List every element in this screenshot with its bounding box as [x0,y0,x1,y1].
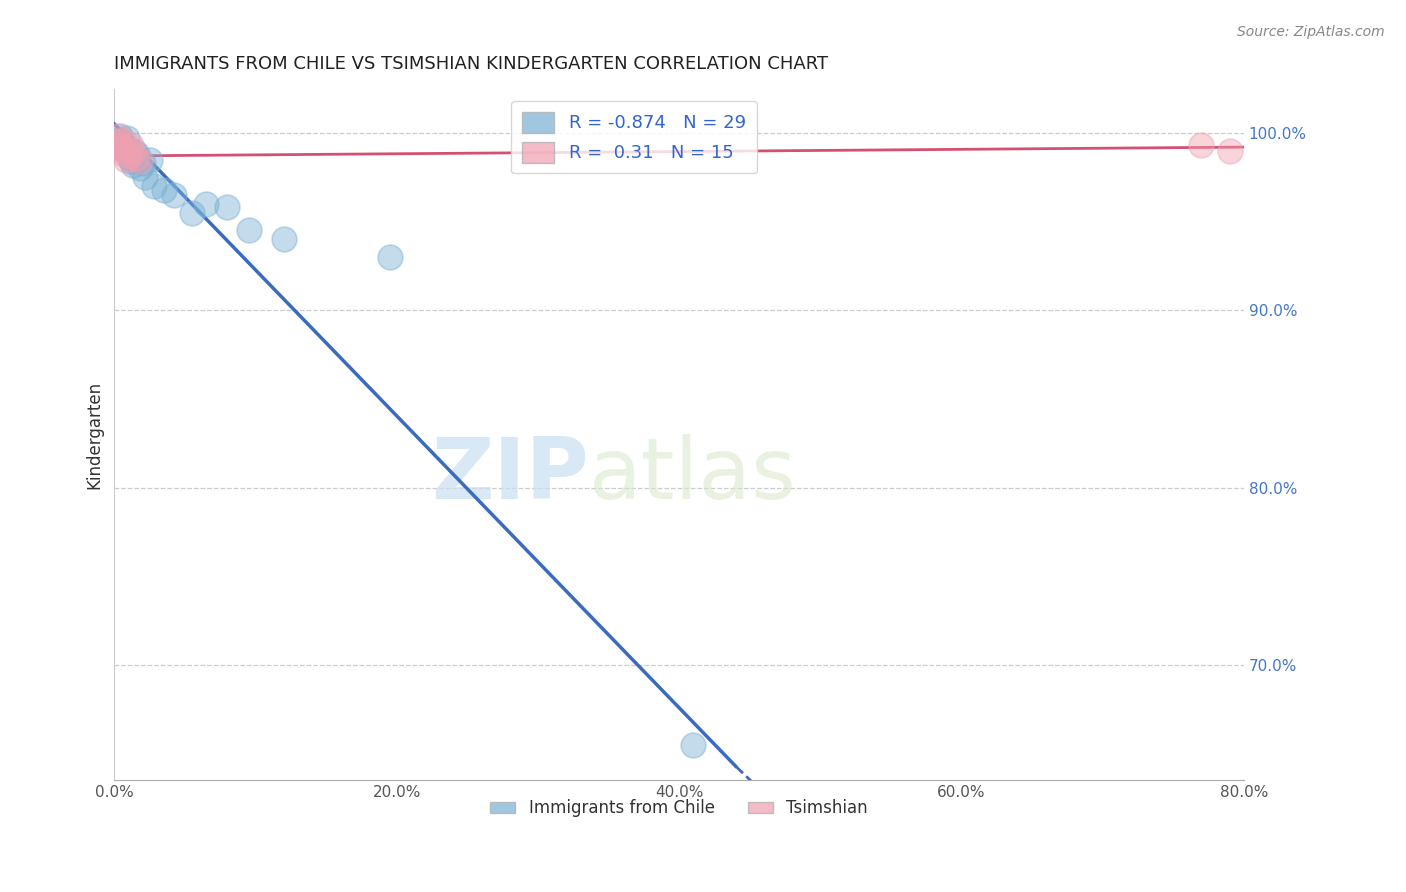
Point [120,154,142,169]
Point [128,161,150,176]
Point [128,154,150,169]
Point [124,153,146,167]
Point [163,188,186,202]
Point [108,129,131,144]
Point [111,133,134,147]
Point [107,135,129,149]
Point [378,250,401,264]
Point [118,149,141,163]
Y-axis label: Kindergarten: Kindergarten [86,380,103,489]
Point [153,183,176,197]
Point [1191,138,1213,153]
Point [120,138,142,153]
Point [131,156,153,170]
Point [217,201,239,215]
Point [238,223,260,237]
Point [105,129,128,144]
Point [117,144,139,158]
Point [134,170,156,185]
Point [111,138,134,153]
Point [107,133,129,147]
Point [117,147,139,161]
Point [124,151,146,165]
Point [121,145,143,160]
Point [114,153,136,167]
Point [122,144,145,158]
Point [112,142,135,156]
Point [121,158,143,172]
Point [108,138,131,153]
Point [118,151,141,165]
Point [195,197,218,211]
Text: ZIP: ZIP [432,434,589,517]
Point [273,232,295,246]
Point [105,138,128,153]
Point [138,153,160,167]
Text: Source: ZipAtlas.com: Source: ZipAtlas.com [1237,25,1385,39]
Point [142,179,165,194]
Point [110,135,132,149]
Point [1219,144,1241,158]
Point [682,738,704,752]
Legend: Immigrants from Chile, Tsimshian: Immigrants from Chile, Tsimshian [484,792,875,824]
Point [181,205,204,219]
Text: atlas: atlas [589,434,797,517]
Point [112,147,135,161]
Text: IMMIGRANTS FROM CHILE VS TSIMSHIAN KINDERGARTEN CORRELATION CHART: IMMIGRANTS FROM CHILE VS TSIMSHIAN KINDE… [114,55,828,73]
Point [125,147,148,161]
Point [110,142,132,156]
Point [114,145,136,160]
Point [115,131,138,145]
